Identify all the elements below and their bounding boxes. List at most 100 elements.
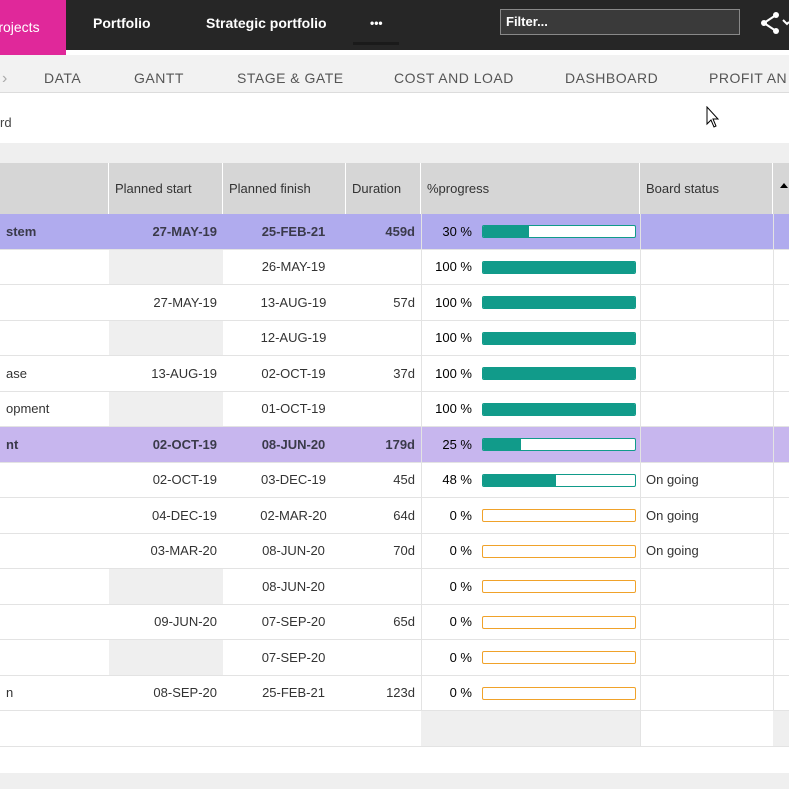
cell-planned-finish[interactable]: 03-DEC-19 — [260, 472, 327, 488]
header-name[interactable] — [0, 163, 109, 214]
cell-name[interactable]: nt — [6, 436, 19, 452]
cell-board-status[interactable] — [640, 214, 773, 249]
cell-board-status[interactable]: On going — [646, 543, 699, 559]
cell-board-status[interactable]: On going — [646, 472, 699, 488]
cell-name[interactable] — [0, 534, 109, 569]
cell-board-status[interactable] — [640, 640, 773, 675]
cell-planned-start[interactable]: 09-JUN-20 — [154, 614, 217, 630]
cell-duration[interactable]: 179d — [385, 436, 415, 452]
cell-name[interactable] — [0, 640, 109, 675]
header-duration[interactable]: Duration — [346, 163, 421, 214]
cell-duration[interactable] — [346, 392, 421, 427]
chevron-right-icon[interactable]: › — [2, 70, 8, 87]
cell-planned-finish[interactable]: 26-MAY-19 — [261, 259, 326, 275]
table-row[interactable]: 26-MAY-19 100 % — [0, 249, 789, 285]
cell-duration[interactable]: 64d — [393, 507, 415, 523]
more-menu-button[interactable]: ••• — [370, 16, 383, 30]
cell-duration[interactable]: 459d — [385, 223, 415, 239]
cell-board-status[interactable] — [640, 676, 773, 711]
cell-planned-finish[interactable]: 25-FEB-21 — [261, 223, 326, 239]
cell-board-status[interactable] — [640, 250, 773, 285]
group-row[interactable]: nt 02-OCT-19 08-JUN-20 179d 25 % — [0, 427, 789, 463]
cell-duration[interactable]: 57d — [393, 294, 415, 310]
cell-planned-start[interactable] — [109, 320, 223, 355]
table-row[interactable]: 03-MAR-20 08-JUN-20 70d 0 % On going — [0, 533, 789, 569]
cell-board-status[interactable]: On going — [646, 507, 699, 523]
cell-board-status[interactable] — [640, 427, 773, 462]
cell-name[interactable] — [0, 498, 109, 533]
cell-name[interactable] — [0, 605, 109, 640]
cell-planned-start[interactable]: 02-OCT-19 — [152, 436, 217, 452]
table-row[interactable]: 12-AUG-19 100 % — [0, 320, 789, 356]
cell-planned-start[interactable] — [109, 569, 223, 604]
table-row[interactable]: 27-MAY-19 13-AUG-19 57d 100 % — [0, 285, 789, 321]
sort-asc-icon[interactable] — [780, 183, 788, 188]
table-row[interactable]: ase 13-AUG-19 02-OCT-19 37d 100 % — [0, 356, 789, 392]
table-row[interactable]: opment 01-OCT-19 100 % — [0, 391, 789, 427]
cell-planned-finish[interactable]: 13-AUG-19 — [260, 294, 327, 310]
cell-name[interactable] — [0, 321, 109, 356]
cell-duration[interactable]: 37d — [393, 365, 415, 381]
cell-board-status[interactable] — [640, 356, 773, 391]
cell-planned-start[interactable]: 13-AUG-19 — [151, 365, 217, 381]
cell-duration[interactable]: 70d — [393, 543, 415, 559]
cell-planned-finish[interactable]: 02-OCT-19 — [261, 365, 326, 381]
cell-name[interactable] — [0, 463, 109, 498]
cell-planned-finish[interactable]: 12-AUG-19 — [260, 330, 327, 346]
cell-duration[interactable]: 123d — [386, 685, 415, 701]
group-row[interactable]: stem 27-MAY-19 25-FEB-21 459d 30 % — [0, 214, 789, 250]
cell-name[interactable] — [0, 250, 109, 285]
cell-board-status[interactable] — [640, 605, 773, 640]
nav-portfolio[interactable]: Portfolio — [93, 15, 151, 31]
table-row[interactable]: 08-JUN-20 0 % — [0, 569, 789, 605]
tab-cost-and-load[interactable]: COST AND LOAD — [394, 70, 514, 86]
cell-duration[interactable] — [346, 250, 421, 285]
header-planned-start[interactable]: Planned start — [109, 163, 223, 214]
cell-board-status[interactable] — [640, 285, 773, 320]
cell-board-status[interactable] — [640, 321, 773, 356]
tab-stage-gate[interactable]: STAGE & GATE — [237, 70, 344, 86]
cell-planned-start[interactable]: 08-SEP-20 — [153, 685, 217, 701]
cell-planned-finish[interactable]: 08-JUN-20 — [262, 543, 325, 559]
cell-name[interactable]: n — [6, 685, 14, 701]
cell-planned-start[interactable]: 27-MAY-19 — [153, 294, 217, 310]
cell-planned-start[interactable] — [109, 640, 223, 675]
cell-planned-finish[interactable]: 01-OCT-19 — [261, 401, 326, 417]
tab-dashboard[interactable]: DASHBOARD — [565, 70, 659, 86]
cell-duration[interactable] — [346, 569, 421, 604]
header-board-status[interactable]: Board status — [640, 163, 773, 214]
cell-planned-finish[interactable]: 07-SEP-20 — [261, 614, 326, 630]
cell-planned-finish[interactable]: 25-FEB-21 — [262, 685, 325, 701]
tab-gantt[interactable]: GANTT — [134, 70, 184, 86]
cell-planned-start[interactable] — [109, 249, 223, 284]
filter-input[interactable]: Filter... — [500, 9, 740, 35]
cell-name[interactable] — [0, 569, 109, 604]
cell-planned-start[interactable]: 04-DEC-19 — [151, 507, 217, 523]
table-row[interactable]: 07-SEP-20 0 % — [0, 640, 789, 676]
cell-name[interactable]: ase — [6, 365, 27, 381]
header-progress[interactable]: %progress — [421, 163, 640, 214]
cell-duration[interactable] — [346, 640, 421, 675]
cell-duration[interactable]: 45d — [393, 472, 415, 488]
cell-planned-start[interactable]: 03-MAR-20 — [150, 543, 217, 559]
cell-duration[interactable]: 65d — [393, 614, 415, 630]
tab-projects[interactable]: Projects — [0, 0, 66, 55]
cell-planned-start[interactable] — [109, 391, 223, 426]
cell-board-status[interactable] — [640, 569, 773, 604]
cell-board-status[interactable] — [640, 392, 773, 427]
table-row[interactable]: 09-JUN-20 07-SEP-20 65d 0 % — [0, 604, 789, 640]
cell-planned-start[interactable]: 27-MAY-19 — [152, 223, 217, 239]
cell-planned-finish[interactable]: 08-JUN-20 — [262, 578, 325, 594]
share-icon[interactable] — [758, 10, 789, 36]
table-row[interactable]: n 08-SEP-20 25-FEB-21 123d 0 % — [0, 675, 789, 711]
header-planned-finish[interactable]: Planned finish — [223, 163, 346, 214]
cell-planned-finish[interactable]: 02-MAR-20 — [260, 507, 327, 523]
cell-planned-finish[interactable]: 07-SEP-20 — [261, 649, 326, 665]
table-row[interactable]: 02-OCT-19 03-DEC-19 45d 48 % On going — [0, 462, 789, 498]
cell-planned-start[interactable]: 02-OCT-19 — [152, 472, 217, 488]
cell-name[interactable]: stem — [6, 223, 37, 239]
table-row[interactable]: 04-DEC-19 02-MAR-20 64d 0 % On going — [0, 498, 789, 534]
cell-duration[interactable] — [346, 321, 421, 356]
tab-profit-analysis[interactable]: PROFIT AN — [709, 70, 788, 86]
cell-name[interactable]: opment — [6, 401, 50, 417]
